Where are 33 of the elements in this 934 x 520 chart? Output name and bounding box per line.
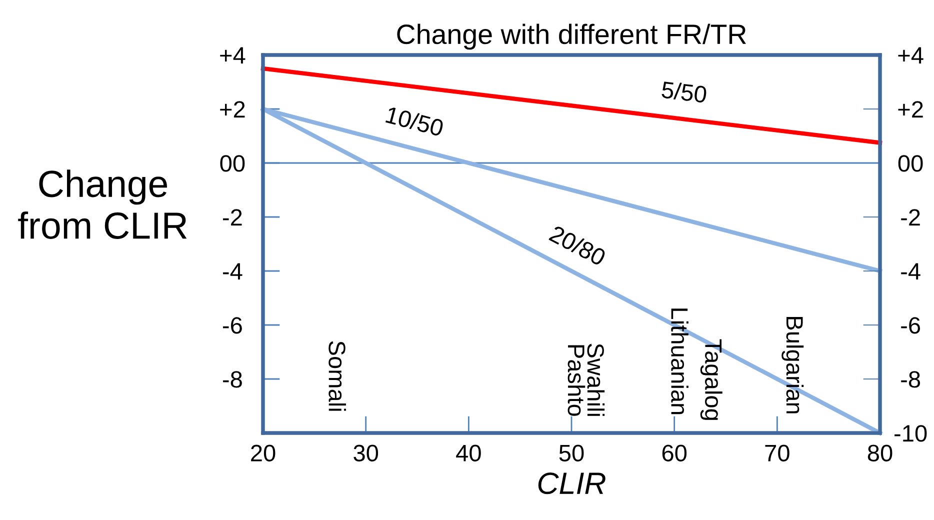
annotation: Lithuanian	[671, 308, 688, 414]
x-tick-label: 60	[662, 444, 687, 462]
x-tick-label: 50	[559, 444, 584, 462]
y2-tick-label: +2	[898, 101, 923, 118]
y-tick-label: -6	[222, 317, 242, 334]
text: 10/50	[385, 106, 444, 137]
y-tick-label: +4	[220, 47, 246, 64]
x-tick-label: 40	[456, 444, 481, 462]
y-tick-label: -2	[222, 209, 242, 226]
y2-tick-label: -8	[901, 371, 920, 388]
y-tick-label: -8	[222, 371, 242, 388]
x-tick-label: 70	[765, 444, 790, 462]
y-tick-label: +2	[220, 101, 245, 118]
annotation: Bulgarian	[782, 317, 804, 414]
text: 20/80	[548, 224, 608, 266]
y-axis-title: Change from CLIR	[18, 170, 187, 239]
annotation: Swahili Pashto	[568, 344, 605, 416]
chart-title: Change with different FR/TR	[397, 24, 746, 50]
y-tick-label: 00	[220, 155, 245, 172]
y2-tick-label: -4	[901, 263, 920, 280]
y2-tick-label: 00	[898, 155, 923, 172]
y2-tick-label: +4	[898, 47, 924, 64]
y2-tick-label: -2	[901, 209, 920, 226]
annotation: Somali	[328, 341, 346, 411]
x-axis-title: CLIR	[538, 472, 606, 494]
x-tick-label: 30	[354, 444, 378, 462]
y2-tick-label: -6	[901, 317, 920, 334]
annotation: Tagalog	[700, 339, 722, 420]
x-tick-label: 20	[251, 444, 276, 462]
text: 5/50	[661, 80, 708, 104]
x-tick-label: 80	[868, 444, 892, 462]
y2-tick-label: -10	[894, 425, 927, 442]
y-tick-label: -4	[222, 263, 242, 280]
